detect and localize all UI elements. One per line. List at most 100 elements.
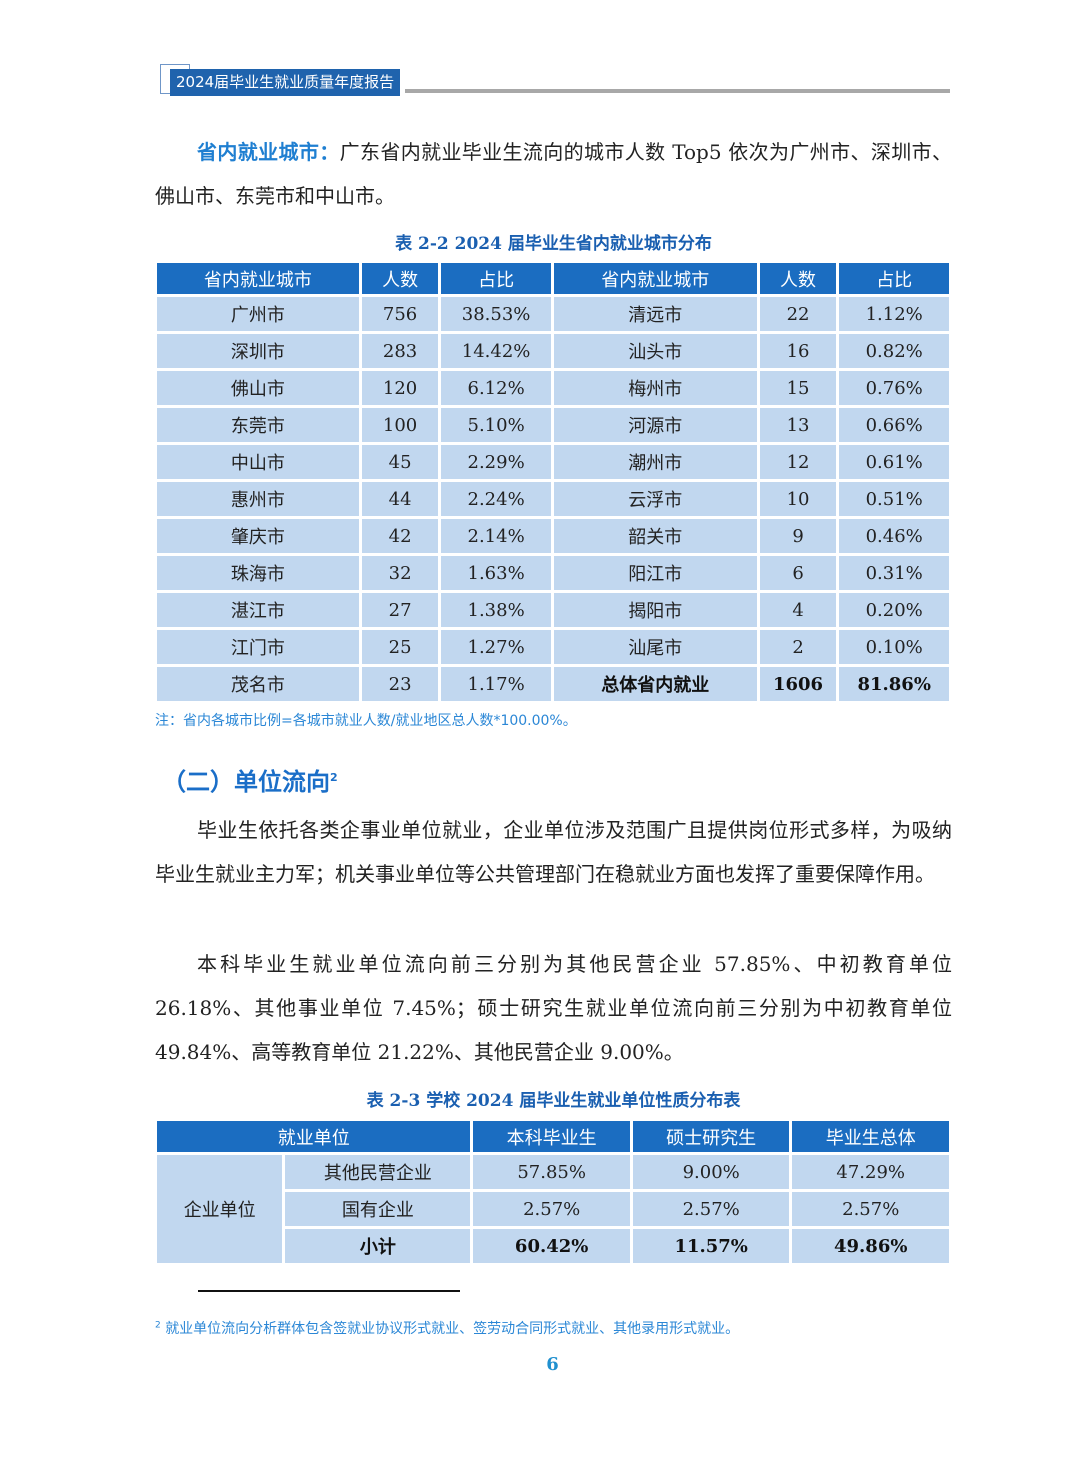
col-share: 占比	[441, 263, 551, 294]
share-cell: 0.61%	[839, 445, 949, 479]
overall-cell: 2.57%	[792, 1192, 949, 1226]
count-cell: 27	[361, 593, 439, 627]
page-number: 6	[546, 1354, 559, 1375]
count-cell: 283	[361, 334, 439, 368]
share-cell: 2.14%	[441, 519, 551, 553]
employer-type-cell: 其他民营企业	[285, 1155, 471, 1189]
count-cell: 23	[361, 667, 439, 701]
share-cell: 0.66%	[839, 408, 949, 442]
city-cell: 茂名市	[157, 667, 359, 701]
intro-text: 广东省内就业毕业生流向的城市人数 Top5 依次为广州市、深圳市、佛山市、东莞市…	[155, 140, 953, 208]
footnote-text: 就业单位流向分析群体包含签就业协议形式就业、签劳动合同形式就业、其他录用形式就业…	[165, 1321, 740, 1337]
table-2-3-caption: 表 2-3 学校 2024 届毕业生就业单位性质分布表	[366, 1091, 741, 1111]
subtotal-row: 小计 60.42% 11.57% 49.86%	[157, 1229, 949, 1263]
table-row: 国有企业 2.57% 2.57% 2.57%	[157, 1192, 949, 1226]
share-cell: 1.17%	[441, 667, 551, 701]
undergrad-cell: 2.57%	[473, 1192, 630, 1226]
table-row: 江门市 25 1.27% 汕尾市 2 0.10%	[157, 630, 949, 664]
col-city: 省内就业城市	[553, 263, 757, 294]
city-cell: 东莞市	[157, 408, 359, 442]
count-cell: 16	[759, 334, 837, 368]
master-cell: 2.57%	[632, 1192, 790, 1226]
master-cell: 9.00%	[632, 1155, 790, 1189]
count-cell: 9	[759, 519, 837, 553]
footnote-marker: 2	[155, 1320, 161, 1331]
page-header: 2024届毕业生就业质量年度报告	[160, 64, 950, 98]
col-master: 硕士研究生	[632, 1121, 790, 1152]
count-cell: 22	[759, 297, 837, 331]
count-cell: 10	[759, 482, 837, 516]
table-row: 深圳市 283 14.42% 汕头市 16 0.82%	[157, 334, 949, 368]
table-note: 注：省内各城市比例=各城市就业人数/就业地区总人数*100.00%。	[155, 713, 577, 729]
city-cell: 韶关市	[553, 519, 757, 553]
col-count: 人数	[759, 263, 837, 294]
table-row: 珠海市 32 1.63% 阳江市 6 0.31%	[157, 556, 949, 590]
table-row: 企业单位 其他民营企业 57.85% 9.00% 47.29%	[157, 1155, 949, 1263]
employer-type-table: 就业单位 本科毕业生 硕士研究生 毕业生总体 企业单位 其他民营企业 57.85…	[154, 1118, 952, 1266]
share-cell: 1.12%	[839, 297, 949, 331]
city-cell: 深圳市	[157, 334, 359, 368]
city-cell: 云浮市	[553, 482, 757, 516]
footnote-ref[interactable]: 2	[330, 771, 338, 784]
share-cell: 0.76%	[839, 371, 949, 405]
section-paragraph-1: 毕业生依托各类企事业单位就业，企业单位涉及范围广且提供岗位形式多样，为吸纳毕业生…	[155, 818, 952, 886]
table-row: 肇庆市 42 2.14% 韶关市 9 0.46%	[157, 519, 949, 553]
city-cell: 中山市	[157, 445, 359, 479]
table-row: 中山市 45 2.29% 潮州市 12 0.61%	[157, 445, 949, 479]
table-2-2-caption: 表 2-2 2024 届毕业生省内就业城市分布	[395, 234, 712, 254]
count-cell: 32	[361, 556, 439, 590]
header-rule	[405, 89, 950, 93]
count-cell: 45	[361, 445, 439, 479]
table-row: 湛江市 27 1.38% 揭阳市 4 0.20%	[157, 593, 949, 627]
count-cell: 100	[361, 408, 439, 442]
total-label-cell: 总体省内就业	[553, 667, 757, 701]
count-cell: 13	[759, 408, 837, 442]
overall-cell: 47.29%	[792, 1155, 949, 1189]
table-row: 惠州市 44 2.24% 云浮市 10 0.51%	[157, 482, 949, 516]
subtotal-master-cell: 11.57%	[632, 1229, 790, 1263]
total-share-cell: 81.86%	[839, 667, 949, 701]
city-cell: 河源市	[553, 408, 757, 442]
total-count-cell: 1606	[759, 667, 837, 701]
undergrad-cell: 57.85%	[473, 1155, 630, 1189]
table-header-row: 就业单位 本科毕业生 硕士研究生 毕业生总体	[157, 1121, 949, 1152]
count-cell: 12	[759, 445, 837, 479]
count-cell: 120	[361, 371, 439, 405]
footnote: 2 就业单位流向分析群体包含签就业协议形式就业、签劳动合同形式就业、其他录用形式…	[155, 1318, 739, 1338]
share-cell: 0.46%	[839, 519, 949, 553]
table-header-row: 省内就业城市 人数 占比 省内就业城市 人数 占比	[157, 263, 949, 294]
city-distribution-table: 省内就业城市 人数 占比 省内就业城市 人数 占比 广州市 756 38.53%…	[154, 260, 952, 704]
city-cell: 汕尾市	[553, 630, 757, 664]
city-cell: 江门市	[157, 630, 359, 664]
section-title: （二）单位流向2	[162, 762, 338, 797]
share-cell: 38.53%	[441, 297, 551, 331]
group-cell: 企业单位	[157, 1155, 283, 1263]
subtotal-undergrad-cell: 60.42%	[473, 1229, 630, 1263]
share-cell: 0.20%	[839, 593, 949, 627]
city-cell: 潮州市	[553, 445, 757, 479]
count-cell: 4	[759, 593, 837, 627]
col-overall: 毕业生总体	[792, 1121, 949, 1152]
share-cell: 1.38%	[441, 593, 551, 627]
table-row: 茂名市 23 1.17% 总体省内就业 1606 81.86%	[157, 667, 949, 701]
section-paragraph-2: 本科毕业生就业单位流向前三分别为其他民营企业 57.85%、中初教育单位 26.…	[155, 952, 952, 1064]
intro-paragraph: 省内就业城市：广东省内就业毕业生流向的城市人数 Top5 依次为广州市、深圳市、…	[155, 130, 952, 218]
city-cell: 湛江市	[157, 593, 359, 627]
col-city: 省内就业城市	[157, 263, 359, 294]
city-cell: 阳江市	[553, 556, 757, 590]
employer-type-cell: 国有企业	[285, 1192, 471, 1226]
share-cell: 6.12%	[441, 371, 551, 405]
count-cell: 15	[759, 371, 837, 405]
share-cell: 0.10%	[839, 630, 949, 664]
table-row: 东莞市 100 5.10% 河源市 13 0.66%	[157, 408, 949, 442]
col-share: 占比	[839, 263, 949, 294]
city-cell: 揭阳市	[553, 593, 757, 627]
section-title-text: （二）单位流向	[162, 768, 330, 796]
col-count: 人数	[361, 263, 439, 294]
share-cell: 0.82%	[839, 334, 949, 368]
share-cell: 0.31%	[839, 556, 949, 590]
share-cell: 5.10%	[441, 408, 551, 442]
share-cell: 1.63%	[441, 556, 551, 590]
count-cell: 44	[361, 482, 439, 516]
city-cell: 佛山市	[157, 371, 359, 405]
